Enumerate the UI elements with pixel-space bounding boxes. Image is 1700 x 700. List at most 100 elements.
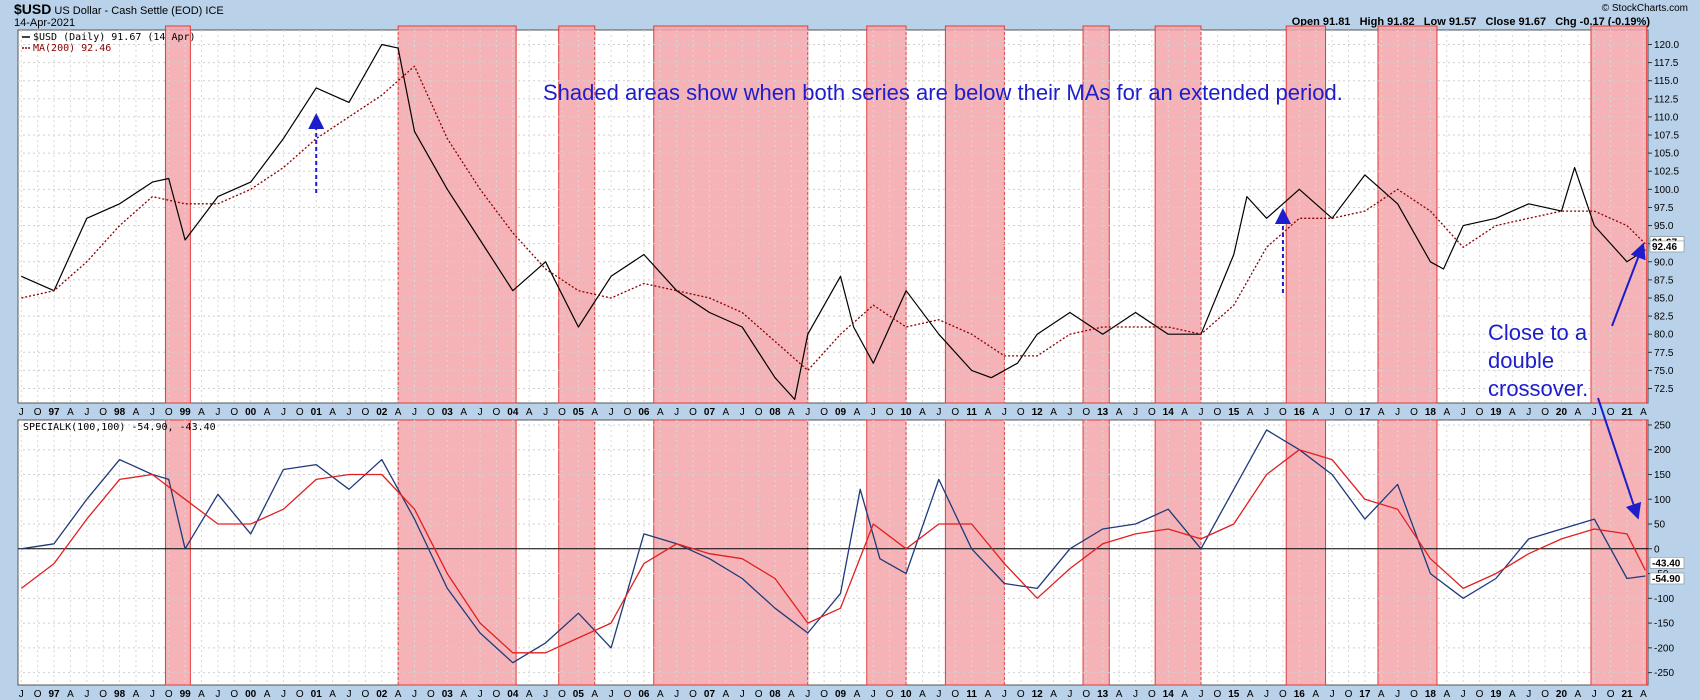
credit: © StockCharts.com <box>1601 3 1688 14</box>
x-tick-label: O <box>1541 689 1549 700</box>
x-tick-label: A <box>723 689 730 700</box>
x-tick-label: O <box>99 407 107 418</box>
y-tick-label: 97.5 <box>1654 203 1674 214</box>
x-tick-label: J <box>412 407 417 418</box>
x-tick-label: J <box>609 407 614 418</box>
x-tick-label: J <box>1002 407 1007 418</box>
y-tick-label: 105.0 <box>1654 149 1679 160</box>
x-tick-label: 05 <box>573 407 585 418</box>
last-value-box <box>1649 556 1685 569</box>
x-tick-label: O <box>689 689 697 700</box>
x-tick-label: A <box>1640 407 1647 418</box>
x-tick-label: A <box>133 689 140 700</box>
shaded-period <box>164 419 191 686</box>
x-tick-label: A <box>985 689 992 700</box>
shaded-period <box>1154 25 1202 404</box>
x-tick-label: 09 <box>835 689 847 700</box>
x-tick-label: A <box>395 689 402 700</box>
x-tick-label: 98 <box>114 407 126 418</box>
x-tick-label: J <box>1330 689 1335 700</box>
x-tick-label: J <box>936 689 941 700</box>
x-tick-label: 08 <box>769 407 781 418</box>
last-value-label: 92.46 <box>1652 242 1677 253</box>
y-tick-label: 250 <box>1654 420 1671 431</box>
x-tick-label: 10 <box>901 689 913 700</box>
x-tick-label: A <box>1312 689 1319 700</box>
x-tick-label: J <box>1133 407 1138 418</box>
x-tick-label: J <box>1264 689 1269 700</box>
x-tick-label: 12 <box>1032 689 1044 700</box>
panel-2-frame <box>17 419 1649 686</box>
x-tick-label: 09 <box>835 407 847 418</box>
x-tick-label: 11 <box>966 689 977 700</box>
x-tick-label: 02 <box>376 689 388 700</box>
x-tick-label: A <box>1247 407 1254 418</box>
y-tick-label: -150 <box>1654 619 1674 630</box>
x-tick-label: J <box>1067 407 1072 418</box>
x-tick-label: J <box>871 407 876 418</box>
x-tick-label: O <box>1607 689 1615 700</box>
x-tick-label: A <box>591 407 598 418</box>
x-tick-label: 98 <box>114 689 126 700</box>
x-tick-label: O <box>689 407 697 418</box>
x-tick-label: 10 <box>901 407 913 418</box>
x-tick-label: O <box>1345 689 1353 700</box>
x-tick-label: O <box>1279 407 1287 418</box>
instrument-name: US Dollar - Cash Settle (EOD) <box>54 5 203 17</box>
x-tick-label: J <box>1264 407 1269 418</box>
shaded-period <box>558 25 596 404</box>
x-tick-label: A <box>1509 689 1516 700</box>
x-tick-label: J <box>84 689 89 700</box>
last-value-box <box>1649 240 1685 253</box>
arrow-to-indicator <box>1597 397 1642 520</box>
y-tick-label: -200 <box>1654 643 1674 654</box>
shaded-note-annotation: Shaded areas show when both series are b… <box>543 80 1343 105</box>
x-tick-label: J <box>1002 689 1007 700</box>
x-tick-label: O <box>1541 407 1549 418</box>
x-tick-label: J <box>1330 407 1335 418</box>
x-tick-label: A <box>526 407 533 418</box>
x-tick-label: 14 <box>1163 689 1175 700</box>
x-tick-label: O <box>1476 689 1484 700</box>
x-tick-label: J <box>936 407 941 418</box>
x-tick-label: A <box>1378 407 1385 418</box>
x-tick-label: A <box>264 689 271 700</box>
x-tick-label: J <box>805 407 810 418</box>
x-tick-label: A <box>460 407 467 418</box>
x-tick-label: O <box>755 689 763 700</box>
x-tick-label: O <box>1214 407 1222 418</box>
x-tick-label: O <box>755 407 763 418</box>
chart-date: 14-Apr-2021 <box>14 17 76 29</box>
x-tick-label: 18 <box>1425 689 1437 700</box>
x-tick-label: O <box>820 689 828 700</box>
y-tick-label: 100.0 <box>1654 185 1679 196</box>
x-tick-label: O <box>1017 689 1025 700</box>
x-tick-label: A <box>1050 689 1057 700</box>
x-tick-label: A <box>591 689 598 700</box>
x-tick-label: 07 <box>704 407 716 418</box>
x-tick-label: A <box>1181 689 1188 700</box>
y-tick-label: 82.5 <box>1654 312 1674 323</box>
x-tick-label: J <box>674 407 679 418</box>
x-tick-label: 06 <box>638 689 650 700</box>
crossover-annotation-line: crossover. <box>1488 376 1588 401</box>
x-tick-label: O <box>886 407 894 418</box>
x-tick-label: A <box>1312 407 1319 418</box>
shaded-period <box>1082 419 1110 686</box>
x-tick-label: 17 <box>1359 407 1371 418</box>
x-tick-label: 19 <box>1490 689 1502 700</box>
x-tick-label: J <box>346 407 351 418</box>
x-tick-label: O <box>493 407 501 418</box>
x-tick-label: J <box>150 407 155 418</box>
x-tick-label: O <box>1082 407 1090 418</box>
y-tick-label: 77.5 <box>1654 348 1674 359</box>
x-tick-label: O <box>427 689 435 700</box>
x-tick-label: 99 <box>180 689 192 700</box>
shaded-period <box>1285 419 1327 686</box>
x-tick-label: J <box>1395 407 1400 418</box>
crossover-annotation-line: Close to a <box>1488 320 1588 345</box>
x-tick-label: J <box>19 407 24 418</box>
x-tick-label: 11 <box>966 407 977 418</box>
y-tick-label: 150 <box>1654 470 1671 481</box>
